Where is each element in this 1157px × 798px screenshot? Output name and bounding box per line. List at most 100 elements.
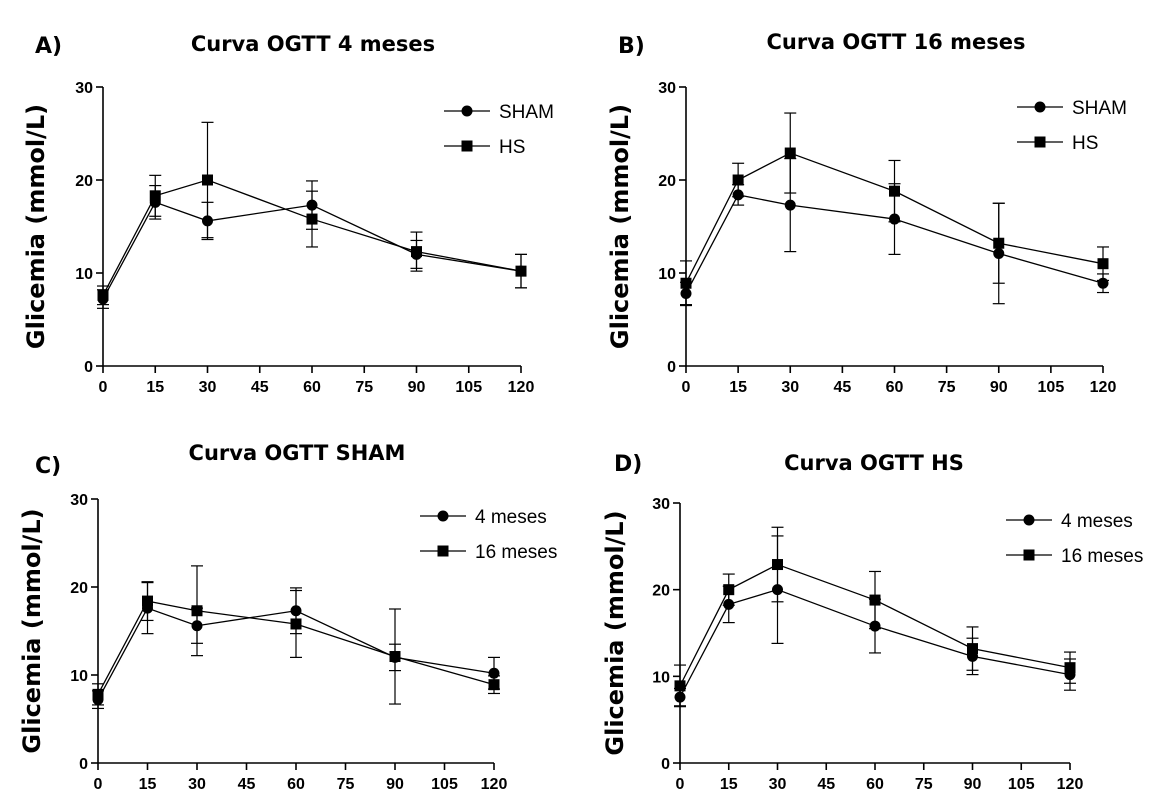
legend-label: 16 meses bbox=[475, 542, 557, 563]
panel-letter: B) bbox=[618, 34, 645, 59]
x-tick-label: 30 bbox=[781, 379, 799, 396]
legend-label: HS bbox=[1072, 133, 1098, 154]
data-point-square bbox=[515, 265, 527, 277]
y-tick-label: 20 bbox=[70, 580, 88, 597]
legend-marker bbox=[461, 140, 473, 152]
chart-title: Curva OGTT 4 meses bbox=[190, 32, 436, 56]
chart-panel-2: 0 10 20 30 0 15 30 45 60 75 90 105 120 Glicemia (mmol… bbox=[18, 492, 557, 793]
series-line bbox=[685, 152, 1104, 284]
y-axis-label: Glicemia (mmol/L) bbox=[606, 104, 634, 349]
x-tick-label: 45 bbox=[238, 776, 256, 793]
data-point-square bbox=[869, 594, 881, 606]
x-tick-label: 90 bbox=[964, 776, 982, 793]
x-tick-label: 15 bbox=[720, 776, 738, 793]
x-tick-label: 0 bbox=[676, 776, 685, 793]
y-tick-label: 0 bbox=[84, 359, 93, 376]
data-point-square bbox=[889, 185, 900, 197]
x-tick-label: 90 bbox=[408, 379, 426, 396]
series-line bbox=[679, 588, 1071, 698]
data-point-square bbox=[97, 289, 109, 301]
legend-label: HS bbox=[499, 137, 525, 158]
x-tick-label: 90 bbox=[386, 776, 404, 793]
x-tick-label: 90 bbox=[990, 379, 1008, 396]
data-point-square bbox=[674, 680, 686, 692]
legend-marker bbox=[1023, 514, 1035, 526]
panel-letter: D) bbox=[614, 452, 643, 477]
x-tick-label: 105 bbox=[431, 776, 458, 793]
series-line bbox=[685, 194, 1104, 294]
x-tick-label: 105 bbox=[1008, 776, 1035, 793]
legend-label: 16 meses bbox=[1061, 546, 1143, 567]
x-tick-label: 75 bbox=[915, 776, 933, 793]
series-line bbox=[97, 607, 495, 700]
chart-panel-0: 0 10 20 30 0 15 30 45 60 75 90 105 120 Glicemia (mmol… bbox=[22, 80, 554, 396]
data-point-square bbox=[149, 190, 161, 202]
x-tick-label: 105 bbox=[1038, 379, 1065, 396]
legend-marker bbox=[461, 105, 473, 117]
legend-label: 4 meses bbox=[1061, 511, 1133, 532]
y-axis-label: Glicemia (mmol/L) bbox=[601, 510, 629, 755]
y-tick-label: 0 bbox=[79, 756, 88, 773]
x-tick-label: 120 bbox=[508, 379, 535, 396]
y-tick-label: 20 bbox=[75, 173, 93, 190]
x-tick-label: 30 bbox=[769, 776, 787, 793]
y-axis-label: Glicemia (mmol/L) bbox=[22, 104, 50, 349]
x-tick-label: 45 bbox=[817, 776, 835, 793]
data-point-square bbox=[732, 174, 744, 186]
legend-marker bbox=[1034, 136, 1046, 148]
x-tick-label: 0 bbox=[682, 379, 691, 396]
series-line bbox=[102, 179, 522, 296]
legend-marker bbox=[437, 510, 449, 522]
data-point-square bbox=[784, 147, 796, 159]
y-tick-label: 10 bbox=[75, 266, 93, 283]
x-tick-label: 45 bbox=[251, 379, 269, 396]
data-point-square bbox=[993, 237, 1005, 249]
data-point-square bbox=[411, 246, 422, 258]
x-tick-label: 60 bbox=[886, 379, 904, 396]
y-tick-label: 10 bbox=[652, 669, 670, 686]
x-tick-label: 120 bbox=[1057, 776, 1084, 793]
data-point-square bbox=[723, 584, 735, 596]
chart-panel-1: 0 10 20 30 0 15 30 45 60 75 90 105 120 Glicemia (mmol… bbox=[606, 80, 1127, 396]
y-tick-label: 20 bbox=[658, 173, 676, 190]
x-tick-label: 15 bbox=[146, 379, 164, 396]
y-tick-label: 0 bbox=[667, 359, 676, 376]
y-tick-label: 30 bbox=[70, 492, 88, 509]
x-tick-label: 75 bbox=[355, 379, 373, 396]
x-tick-label: 0 bbox=[99, 379, 108, 396]
chart-title: Curva OGTT HS bbox=[784, 451, 964, 475]
data-point-square bbox=[92, 688, 104, 700]
data-point-square bbox=[389, 651, 401, 663]
x-tick-label: 60 bbox=[287, 776, 305, 793]
x-tick-label: 15 bbox=[139, 776, 157, 793]
y-tick-label: 30 bbox=[658, 80, 676, 97]
legend-marker bbox=[437, 545, 449, 557]
x-tick-label: 75 bbox=[337, 776, 355, 793]
data-point-square bbox=[680, 277, 692, 289]
y-tick-label: 10 bbox=[658, 266, 676, 283]
y-tick-label: 30 bbox=[75, 80, 93, 97]
x-tick-label: 15 bbox=[729, 379, 747, 396]
legend-marker bbox=[1023, 549, 1035, 561]
panel-letter: C) bbox=[35, 454, 62, 479]
x-tick-label: 30 bbox=[188, 776, 206, 793]
y-tick-label: 30 bbox=[652, 496, 670, 513]
y-axis-label: Glicemia (mmol/L) bbox=[18, 508, 46, 753]
chart-title: Curva OGTT SHAM bbox=[188, 441, 406, 465]
legend-marker bbox=[1034, 101, 1046, 113]
data-point-square bbox=[488, 679, 500, 691]
legend-label: 4 meses bbox=[475, 507, 547, 528]
x-tick-label: 105 bbox=[455, 379, 482, 396]
y-tick-label: 20 bbox=[652, 583, 670, 600]
data-point-square bbox=[142, 595, 153, 607]
data-point-square bbox=[191, 605, 203, 617]
chart-panel-3: 0 10 20 30 0 15 30 45 60 75 90 105 120 Glicemia (mmol… bbox=[601, 496, 1143, 793]
data-point-circle bbox=[784, 199, 796, 211]
x-tick-label: 60 bbox=[303, 379, 321, 396]
chart-title: Curva OGTT 16 meses bbox=[766, 30, 1026, 54]
y-tick-label: 10 bbox=[70, 668, 88, 685]
data-point-square bbox=[1064, 662, 1076, 674]
legend-label: SHAM bbox=[1072, 98, 1127, 119]
data-point-square bbox=[202, 174, 213, 186]
series-line bbox=[102, 201, 522, 300]
